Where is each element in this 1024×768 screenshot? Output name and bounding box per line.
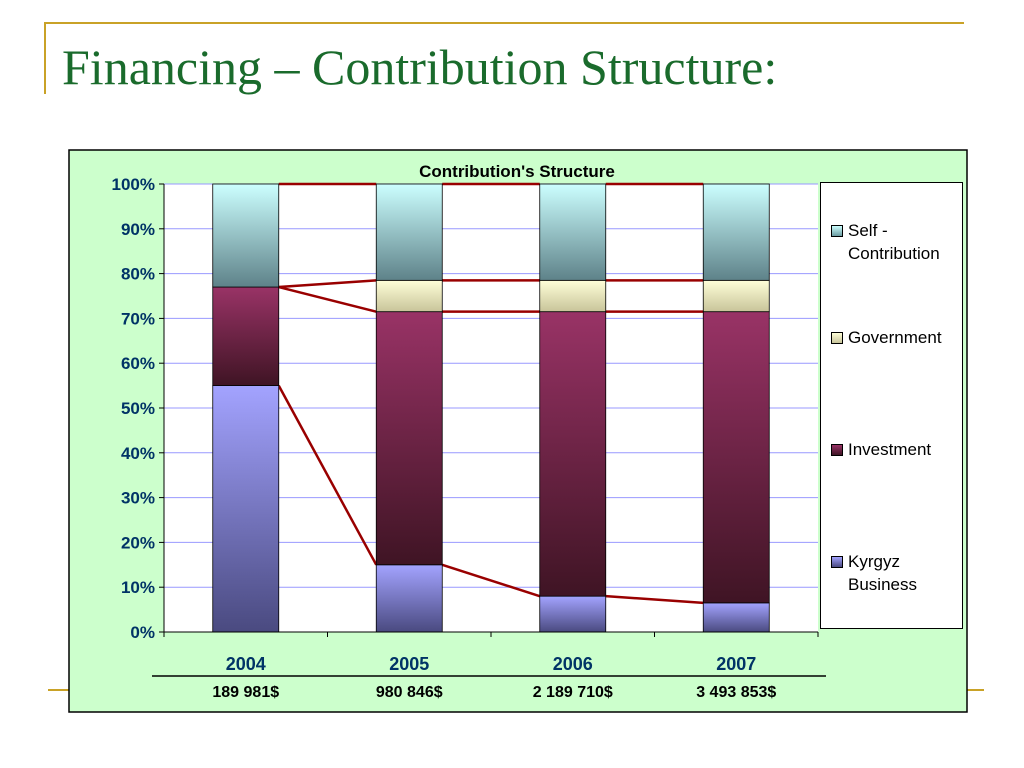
y-tick-label: 50% — [121, 399, 155, 418]
chart-title: Contribution's Structure — [419, 162, 615, 181]
x-axis-ticks: 2004 189 981$ 2005 980 846$ 2006 2 189 710$ 20… — [163, 632, 819, 701]
decorative-vertical-rule — [44, 22, 46, 94]
bar-government-2007 — [702, 279, 770, 313]
bar-kyrgyz-business-2004 — [212, 385, 280, 633]
bar-self-contribution-2005 — [375, 183, 443, 281]
bar-investment-2007 — [702, 311, 770, 604]
bar-self-contribution-2006 — [539, 183, 607, 281]
legend-swatch-kyrgyz-business — [831, 556, 843, 568]
series-line-kyrgyz-business — [277, 385, 378, 566]
series-line-government — [278, 279, 377, 289]
x-category-label: 2004 — [226, 654, 266, 674]
decorative-horizontal-rule — [44, 22, 964, 24]
bar-self-contribution-2004 — [212, 183, 280, 288]
decorative-bottom-rule-left — [48, 689, 72, 691]
legend-swatch-investment — [831, 444, 843, 456]
bar-kyrgyz-business-2006 — [539, 595, 607, 633]
bar-kyrgyz-business-2007 — [702, 602, 770, 633]
category-total-label: 189 981$ — [212, 684, 279, 701]
category-total-label: 2 189 710$ — [533, 684, 613, 701]
legend-item-investment: Investment — [831, 438, 959, 461]
bar-kyrgyz-business-2005 — [375, 564, 443, 633]
series-line-investment — [278, 285, 377, 313]
bar-government-2005 — [375, 279, 443, 313]
bar-government-2006 — [539, 279, 607, 313]
legend-swatch-government — [831, 332, 843, 344]
legend-item-government: Government — [831, 326, 959, 349]
category-total-label: 980 846$ — [376, 684, 443, 701]
bar-investment-2006 — [539, 311, 607, 597]
y-tick-label: 70% — [121, 309, 155, 328]
legend-label-self-contribution: Self - Contribution — [848, 221, 940, 263]
bar-investment-2004 — [212, 286, 280, 387]
y-tick-label: 30% — [121, 489, 155, 508]
series-line-kyrgyz-business — [441, 563, 541, 598]
decorative-bottom-rule-right — [966, 689, 984, 691]
bar-self-contribution-2007 — [702, 183, 770, 281]
y-tick-label: 60% — [121, 354, 155, 373]
y-tick-label: 0% — [130, 623, 155, 642]
slide-title: Financing – Contribution Structure: — [62, 39, 778, 95]
legend-label-government: Government — [848, 328, 942, 347]
y-tick-label: 100% — [112, 175, 155, 194]
y-tick-label: 40% — [121, 444, 155, 463]
y-tick-label: 10% — [121, 578, 155, 597]
y-tick-label: 90% — [121, 220, 155, 239]
legend-item-kyrgyz-business: Kyrgyz Business — [831, 550, 959, 596]
series-line-kyrgyz-business — [605, 594, 704, 605]
legend-item-self-contribution: Self - Contribution — [831, 219, 959, 265]
category-total-label: 3 493 853$ — [696, 684, 776, 701]
legend-label-investment: Investment — [848, 440, 932, 459]
x-category-label: 2006 — [553, 654, 593, 674]
legend: Self - Contribution Government Investmen… — [820, 182, 963, 629]
series-lines — [277, 182, 704, 605]
bar-investment-2005 — [375, 311, 443, 566]
x-category-label: 2005 — [389, 654, 429, 674]
legend-label-kyrgyz-business: Kyrgyz Business — [848, 552, 917, 594]
y-axis-ticks: 0% 10% 20% 30% 40% 50% 60% 70% 80% 90% 100% — [112, 175, 164, 642]
x-category-label: 2007 — [716, 654, 756, 674]
y-tick-label: 80% — [121, 265, 155, 284]
y-tick-label: 20% — [121, 533, 155, 552]
legend-swatch-self-contribution — [831, 225, 843, 237]
bars — [212, 183, 770, 633]
